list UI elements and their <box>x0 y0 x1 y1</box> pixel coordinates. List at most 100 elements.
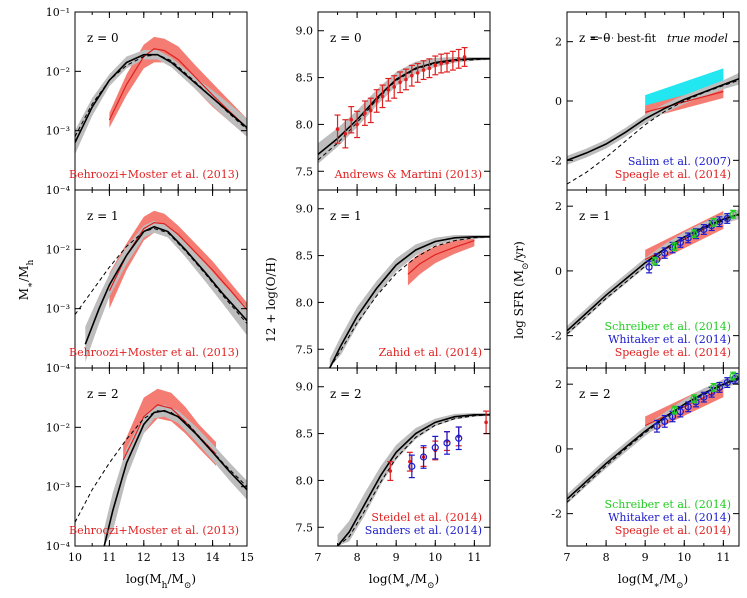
y-tick-label: 10⁻³ <box>46 303 70 316</box>
model-band <box>329 234 490 368</box>
data-point-red <box>379 84 386 109</box>
data-marker <box>645 263 653 271</box>
data-marker <box>419 453 428 461</box>
data-marker <box>729 210 737 218</box>
legend-label-italic: true model <box>667 32 728 45</box>
observation-line <box>108 222 247 311</box>
reference-blue: Whitaker et al. (2014) <box>608 511 731 524</box>
y-tick-label: 9.0 <box>296 381 314 394</box>
y-tick-label: 8.5 <box>296 250 314 263</box>
data-point-blue <box>723 213 731 224</box>
model-median-line <box>103 409 247 546</box>
data-point-red <box>432 55 439 76</box>
data-point-red <box>354 110 361 139</box>
data-point-blue <box>455 426 463 451</box>
observation-band <box>123 388 217 478</box>
data-marker <box>462 55 467 59</box>
model-median-line <box>75 53 247 143</box>
data-marker <box>690 230 698 238</box>
data-point-red <box>461 46 468 67</box>
plot-area <box>318 46 490 164</box>
data-marker <box>392 85 397 89</box>
data-marker <box>653 422 661 430</box>
reference-red: Steidel et al. (2014) <box>371 511 482 524</box>
data-marker <box>690 395 698 403</box>
data-marker <box>415 71 420 75</box>
data-point-blue <box>431 435 439 460</box>
plot-area <box>75 388 247 546</box>
y-tick-label: -2 <box>551 508 562 521</box>
data-point-blue <box>715 216 724 228</box>
data-point-blue <box>684 401 692 413</box>
panel-sfr_z2: 7 8 9 10 11 -2 0 2 z = 2 Schreiber et al. (2014)W… <box>551 367 740 564</box>
data-marker <box>653 255 661 264</box>
y-tick-label: 8.0 <box>296 118 314 131</box>
y-tick-label: 10⁻⁴ <box>46 540 71 553</box>
model-band <box>75 49 247 155</box>
y-tick-label: 10⁻² <box>46 421 70 434</box>
reference-red: Behroozi+Moster et al. (2013) <box>69 346 239 359</box>
data-point-blue <box>443 431 451 455</box>
data-point-red <box>397 71 404 94</box>
data-marker <box>433 63 438 68</box>
y-tick-label: 10⁻¹ <box>46 6 70 19</box>
y-tick-label: 10⁻⁴ <box>46 362 71 375</box>
observation-band <box>109 36 247 137</box>
data-point-blue <box>676 236 684 248</box>
data-point-green <box>709 217 718 227</box>
panel-smhm_z2: 10 11 12 13 14 15 10⁻⁴ 10⁻³ 10⁻² z = 2 Behroozi+Mo… <box>46 367 254 564</box>
data-point-blue <box>661 247 669 259</box>
plot-area <box>75 36 247 155</box>
y-tick-label: 10⁻³ <box>46 481 70 494</box>
x-tick-label: 7 <box>315 551 322 564</box>
data-marker <box>661 249 669 257</box>
x-tick-label: 9 <box>642 551 649 564</box>
y-tick-label: 8.5 <box>296 72 314 85</box>
y-tick-label: 8.0 <box>296 474 314 487</box>
data-point-blue <box>700 224 708 235</box>
plot-area <box>75 210 247 363</box>
y-tick-label: 2 <box>555 378 562 391</box>
data-marker <box>363 111 367 115</box>
data-marker <box>408 459 412 464</box>
model-median-line <box>329 236 490 368</box>
data-point-red <box>385 77 392 102</box>
data-point-blue <box>661 414 669 428</box>
reference-red: Speagle et al. (2014) <box>615 346 731 359</box>
plot-area <box>567 371 739 504</box>
x-tick-label: 11 <box>716 551 730 564</box>
data-marker <box>380 94 385 99</box>
data-marker <box>700 393 708 401</box>
plot-area <box>567 68 739 185</box>
plot-area <box>567 209 739 336</box>
data-marker <box>404 77 408 82</box>
data-point-red <box>334 114 341 144</box>
x-axis-title-stellar-mass: log(M∗/M⊙) <box>369 572 439 591</box>
data-point-red <box>361 100 368 126</box>
x-tick-label: 14 <box>206 551 220 564</box>
data-marker <box>398 80 402 85</box>
x-axis-title-stellar-mass-sfr: log(M∗/M⊙) <box>618 572 688 591</box>
data-point-red <box>373 89 380 113</box>
data-point-green <box>670 242 679 252</box>
data-point-blue <box>645 260 653 274</box>
reference-red: Andrews & Martini (2013) <box>334 168 482 181</box>
x-tick-label: 13 <box>171 551 185 564</box>
observation-band <box>407 234 475 286</box>
data-point-red <box>455 48 462 69</box>
y-tick-label: 0 <box>555 265 562 278</box>
data-point-red <box>387 461 394 482</box>
data-marker <box>670 243 679 251</box>
y-tick-label: 8.0 <box>296 296 314 309</box>
data-marker <box>700 225 708 234</box>
y-tick-label: -2 <box>551 154 562 167</box>
panel-label: z = 1 <box>330 209 362 223</box>
data-marker <box>670 406 679 414</box>
data-marker <box>684 403 692 411</box>
data-marker <box>456 57 461 61</box>
reference-red: Speagle et al. (2014) <box>615 524 731 537</box>
data-point-red <box>438 53 445 74</box>
x-tick-label: 8 <box>603 551 610 564</box>
model-median-line <box>84 225 247 345</box>
